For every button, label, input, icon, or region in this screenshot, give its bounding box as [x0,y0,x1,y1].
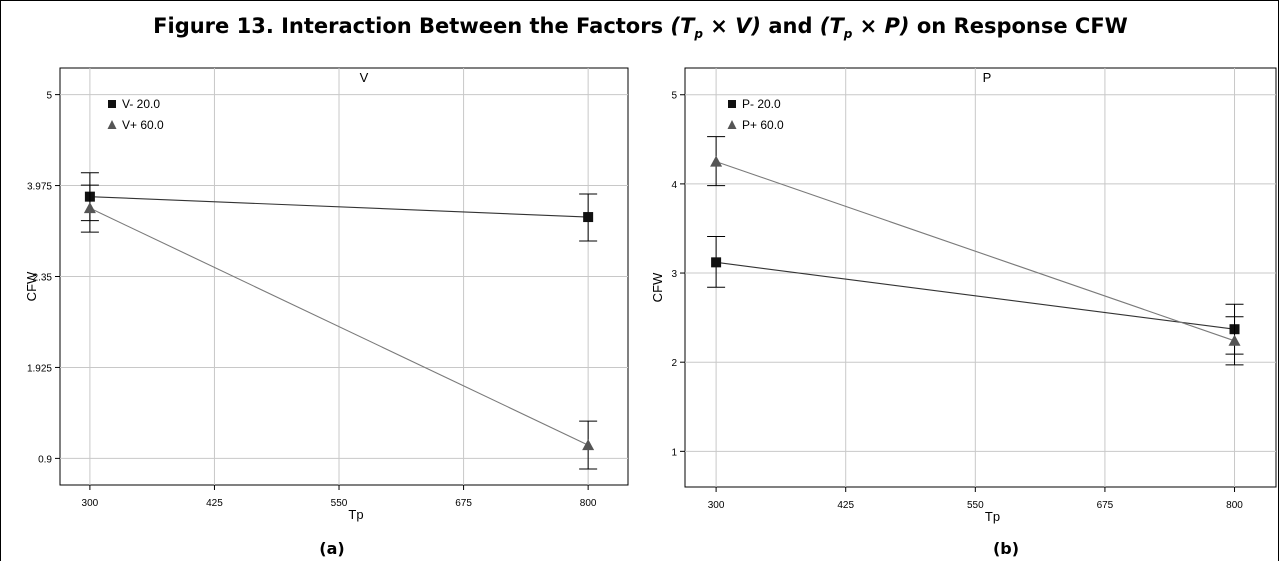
plot-area [684,67,1277,488]
x-tick-label: 800 [1226,500,1243,511]
y-tick-label: 2 [671,358,677,369]
x-tick-label: 425 [837,500,854,511]
x-tick-label: 550 [967,500,984,511]
panel-title: P [983,70,992,85]
x-tick-label: 675 [455,498,472,509]
y-tick-label: 5 [46,91,52,102]
x-tick-label: 300 [708,500,725,511]
panel-label: (a) [319,539,344,558]
x-tick-label: 550 [331,498,348,509]
data-point-square [583,212,594,223]
y-tick-label: 5 [671,91,677,102]
panel-label: (b) [993,539,1019,558]
y-tick-label: 3.975 [27,182,52,193]
series-line [89,207,589,446]
figure-title: Figure 13. Interaction Between the Facto… [153,14,1128,42]
y-tick-label: 0.9 [38,454,52,465]
chart-b: 300 425 550 675 800 5 4 3 2 1 Tp CFW P (b) P- 20.0 P+ 6… [650,67,1277,558]
legend-square-icon [108,100,116,108]
data-point-square [711,257,722,268]
data-point-triangle [83,202,96,214]
legend-triangle-icon [727,120,737,129]
series-line [715,161,1235,342]
y-tick-label: 4 [671,180,677,191]
x-tick-label: 675 [1097,500,1114,511]
data-point-triangle [582,439,595,451]
series-line [89,196,589,218]
x-tick-label: 300 [82,498,99,509]
legend-label: P- 20.0 [742,97,781,111]
x-axis-label: Tp [985,509,1000,524]
data-point-triangle [710,155,723,167]
legend-label: V+ 60.0 [122,118,164,132]
legend-square-icon [728,100,736,108]
data-point-triangle [1228,334,1241,346]
y-tick-label: 3 [671,269,677,280]
legend-label: V- 20.0 [122,97,160,111]
x-tick-label: 425 [206,498,223,509]
y-tick-label: 2.35 [33,273,53,284]
y-axis-label: CFW [650,272,665,302]
y-tick-label: 1.925 [27,363,52,374]
panel-title: V [360,70,369,85]
y-tick-label: 1 [671,447,677,458]
series-line [716,261,1235,330]
x-tick-label: 800 [580,498,597,509]
legend-triangle-icon [107,120,117,129]
legend-label: P+ 60.0 [742,118,784,132]
x-axis-label: Tp [348,507,363,522]
y-axis-label: CFW [24,271,39,301]
chart-a: 300 425 550 675 800 5 3.975 2.35 1.925 0.9 Tp CFW V (… [24,67,629,558]
